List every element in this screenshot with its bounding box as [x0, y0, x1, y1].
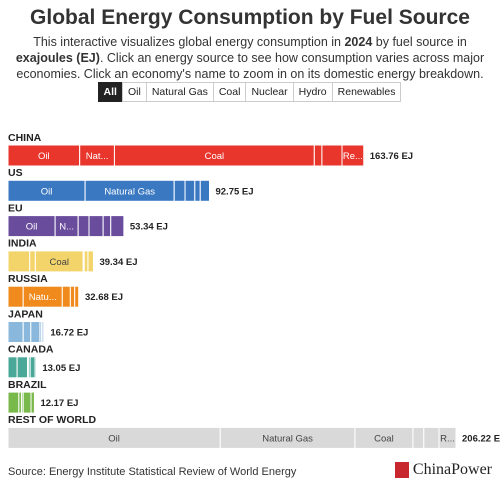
bar-segment [29, 250, 36, 273]
category-label[interactable]: CANADA [8, 344, 54, 356]
bar-segment [173, 179, 186, 202]
bar-segment [184, 179, 196, 202]
segment-label: Natural Gas [262, 433, 313, 444]
segment-label: Oil [26, 222, 38, 233]
chart-title: Global Energy Consumption by Fuel Source [30, 6, 470, 29]
chart: CHINA Oil Nat... Coal Re... 163.76 EJ US Oil Nat… [7, 132, 500, 449]
bar-segment [22, 391, 32, 414]
bar-segment [29, 356, 36, 379]
bar-segment [69, 285, 76, 308]
bar-segment [7, 356, 18, 379]
bar-segment [7, 321, 24, 343]
segment-label: R... [440, 433, 455, 444]
segment-label: Oil [108, 433, 120, 444]
subtitle-part: . Click an energy source to see how cons… [16, 51, 485, 81]
subtitle-part: exajoules (EJ) [15, 51, 100, 65]
total-label: 53.34 EJ [130, 222, 168, 233]
category-label[interactable]: US [8, 167, 23, 179]
bar-segment [438, 426, 457, 449]
filter-button[interactable]: Nuclear [245, 82, 294, 102]
logo-icon [394, 462, 409, 478]
bar-segment [7, 391, 20, 414]
brand-logo: ChinaPower [394, 461, 492, 479]
bar-segment [87, 250, 94, 273]
segment-label: Coal [205, 151, 225, 162]
bar-segment [7, 250, 31, 273]
bar-segment [77, 215, 90, 238]
subtitle-part: 2024 [344, 35, 373, 49]
total-label: 16.72 EJ [50, 328, 88, 339]
total-label: 12.17 EJ [40, 398, 78, 409]
bar-segment [30, 321, 41, 343]
category-label[interactable]: JAPAN [8, 308, 43, 320]
bar-segment [194, 179, 201, 202]
bar-segment [313, 144, 323, 167]
bar-segment [321, 144, 343, 167]
segment-label: Oil [38, 151, 50, 162]
total-label: 92.75 EJ [215, 186, 253, 197]
bar-segment [88, 215, 104, 238]
bar-segment [199, 179, 210, 202]
segment-label: Oil [41, 186, 53, 197]
brand-name: ChinaPower [412, 461, 492, 478]
segment-label: Natural Gas [104, 186, 155, 197]
total-label: 39.34 EJ [99, 257, 137, 268]
bar-segment [74, 285, 80, 308]
bar-segment [34, 356, 37, 379]
segment-label: Coal [49, 257, 69, 268]
category-label[interactable]: REST OF WORLD [8, 414, 96, 426]
filter-bar: All Oil Natural Gas Coal Nuclear Hydro Renewab… [0, 82, 500, 102]
subtitle: This interactive visualizes global energ… [14, 34, 486, 82]
bar-segment [61, 285, 71, 308]
bar-segment [30, 391, 35, 414]
subtitle-part: This interactive visualizes global energ… [33, 35, 345, 49]
segment-label: N... [59, 222, 74, 233]
bar-segment [110, 215, 125, 238]
category-label[interactable]: BRAZIL [8, 379, 47, 391]
segment-label: Coal [374, 433, 394, 444]
bar-segment [42, 321, 45, 343]
segment-label: Re... [343, 151, 363, 162]
filter-button[interactable]: All [97, 82, 123, 102]
bar-segment [102, 215, 112, 238]
bar-segment [341, 144, 365, 167]
bar-segment [412, 426, 425, 449]
filter-button[interactable]: Hydro [292, 82, 333, 102]
category-label[interactable]: CHINA [8, 132, 42, 144]
total-label: 32.68 EJ [85, 292, 123, 303]
category-label[interactable]: EU [8, 202, 23, 214]
segment-label: Nat... [86, 151, 109, 162]
total-label: 163.76 EJ [370, 151, 413, 162]
source: Source: Energy Institute Statistical Rev… [8, 466, 297, 478]
subtitle-part: by fuel source in [372, 35, 467, 49]
segment-label: Natu... [29, 292, 57, 303]
bar-segment [423, 426, 440, 449]
filter-button[interactable]: Renewables [331, 82, 402, 102]
filter-button[interactable]: Natural Gas [145, 82, 214, 102]
bar-segment [7, 285, 24, 308]
bar-segment [22, 321, 32, 343]
bar-segment [16, 356, 29, 379]
total-label: 206.22 EJ [462, 433, 500, 444]
total-label: 13.05 EJ [42, 363, 80, 374]
filter-button[interactable]: Oil [121, 82, 147, 102]
filter-button[interactable]: Coal [212, 82, 247, 102]
category-label[interactable]: RUSSIA [8, 273, 48, 285]
category-label[interactable]: INDIA [8, 238, 37, 250]
bar-segment [83, 250, 89, 273]
